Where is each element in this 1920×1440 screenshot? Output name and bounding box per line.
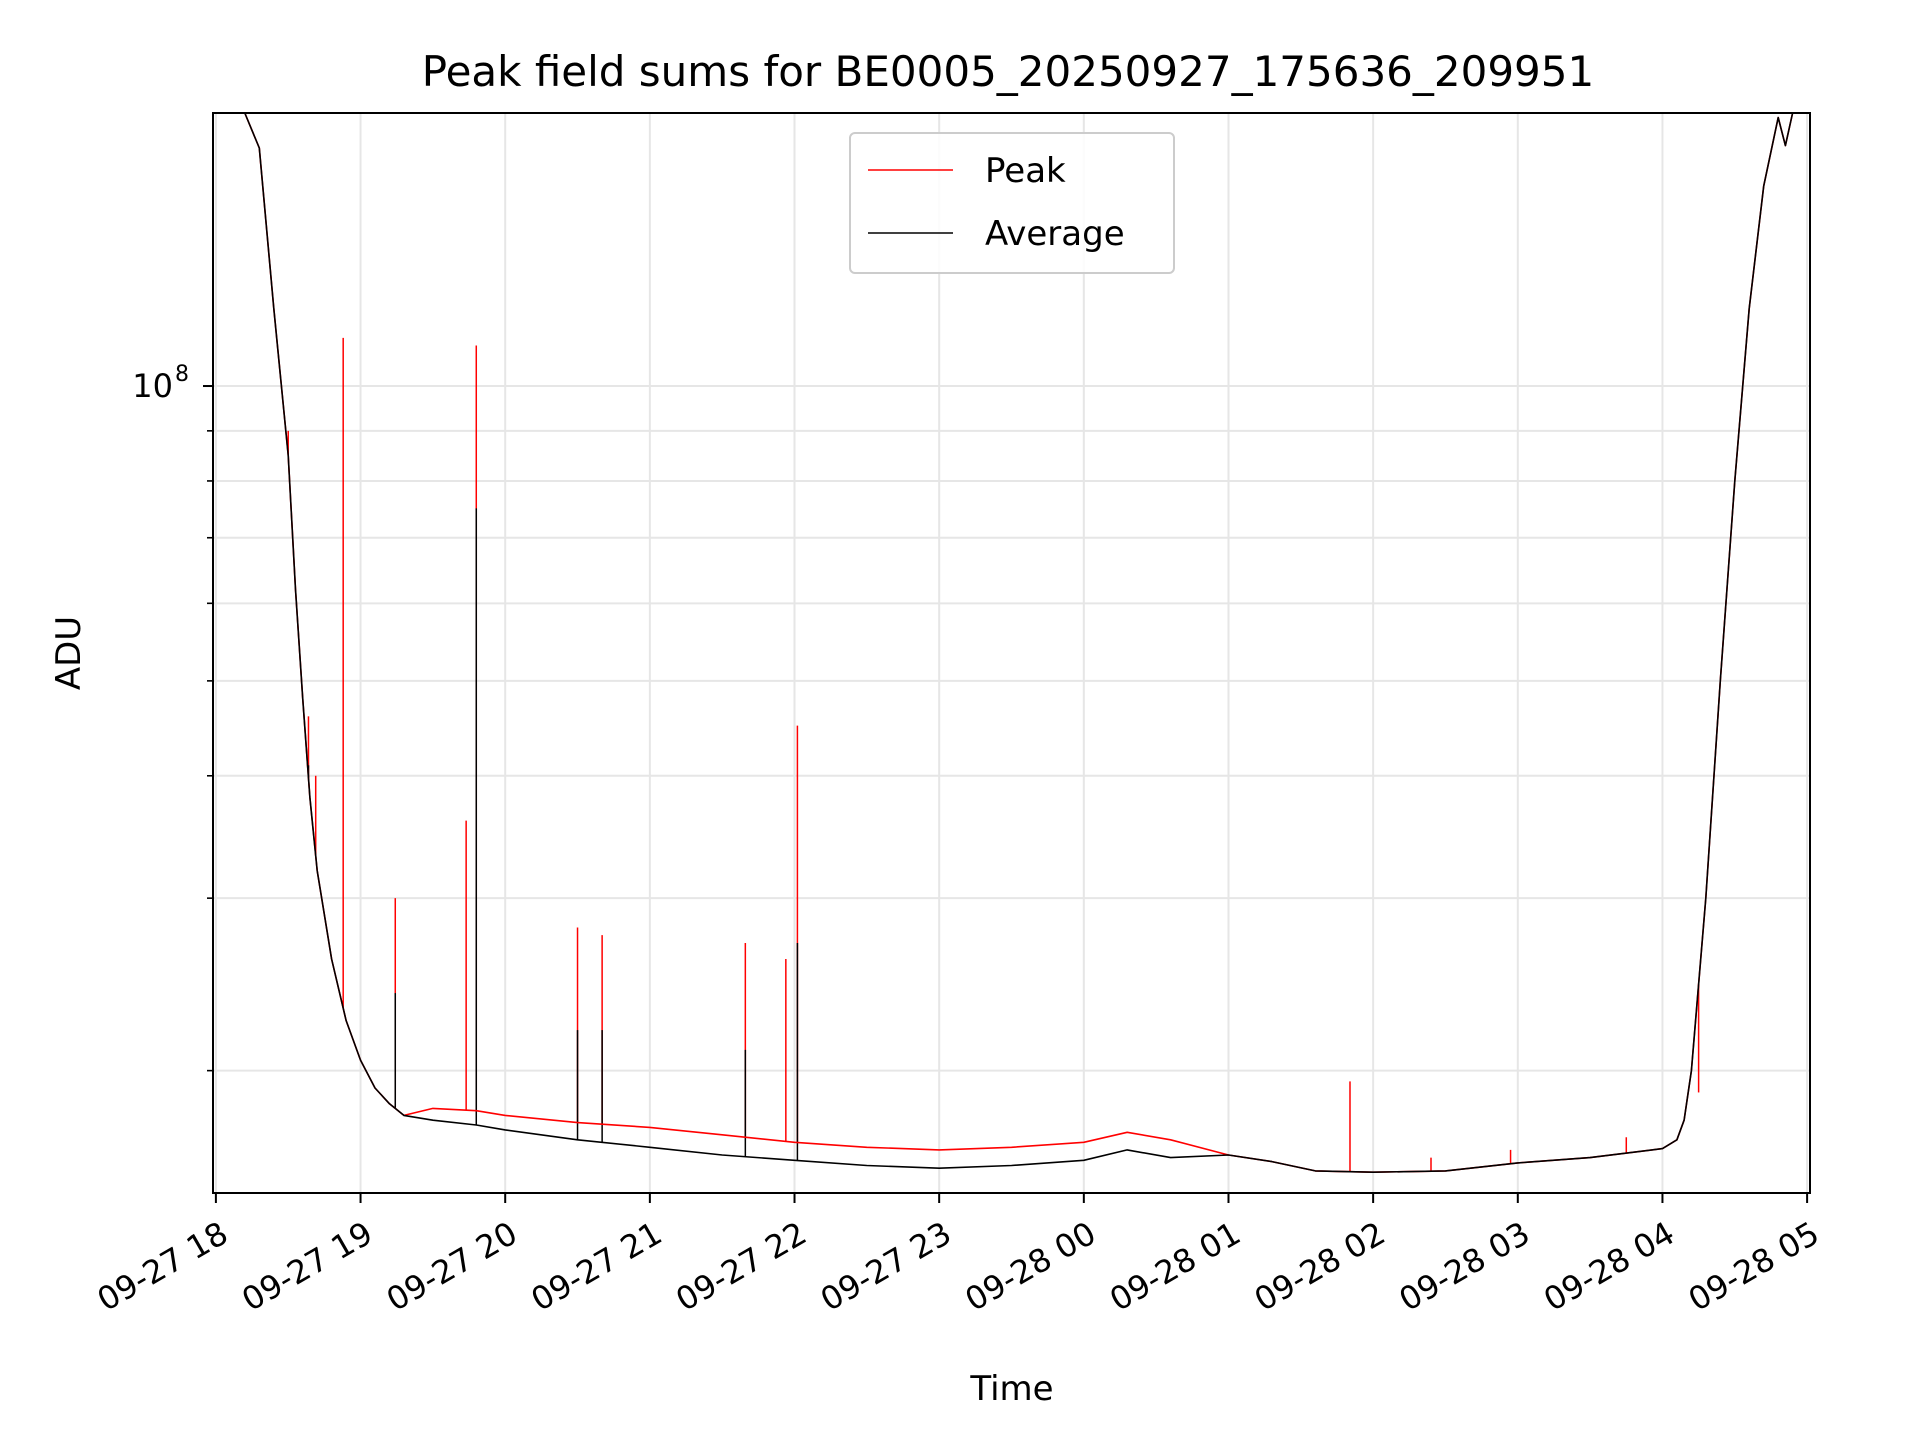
x-tick-label: 09-28 01 [1103, 1214, 1247, 1319]
x-tick-label: 09-27 22 [669, 1214, 813, 1319]
x-tick-label: 09-28 00 [959, 1214, 1103, 1319]
x-tick-label: 09-27 21 [525, 1214, 669, 1319]
grid-layer [213, 113, 1810, 1193]
plot-frame [213, 113, 1810, 1193]
y-axis: 10 8 [132, 362, 213, 1071]
x-tick-label: 09-27 23 [814, 1214, 958, 1319]
legend: Peak Average [850, 133, 1174, 273]
spike-layer [288, 338, 1698, 1172]
legend-peak-label: Peak [985, 151, 1066, 191]
x-tick-label: 09-27 20 [380, 1214, 524, 1319]
y-tick-exponent: 8 [175, 362, 189, 387]
x-tick-label: 09-27 18 [91, 1214, 235, 1319]
x-tick-label: 09-27 19 [235, 1214, 379, 1319]
y-axis-label: ADU [49, 616, 89, 690]
chart-title: Peak field sums for BE0005_20250927_1756… [422, 47, 1594, 96]
x-axis: 09-27 18 09-27 19 09-27 20 09-27 21 09-27 22… [91, 1193, 1826, 1319]
y-tick-label: 10 [132, 367, 173, 405]
x-axis-label: Time [969, 1369, 1053, 1409]
chart: Peak field sums for BE0005_20250927_1756… [0, 0, 1920, 1440]
x-tick-label: 09-28 03 [1393, 1214, 1537, 1319]
x-tick-label: 09-28 05 [1682, 1214, 1826, 1319]
x-tick-label: 09-28 02 [1248, 1214, 1392, 1319]
legend-average-label: Average [985, 214, 1125, 254]
x-tick-label: 09-28 04 [1537, 1214, 1681, 1319]
